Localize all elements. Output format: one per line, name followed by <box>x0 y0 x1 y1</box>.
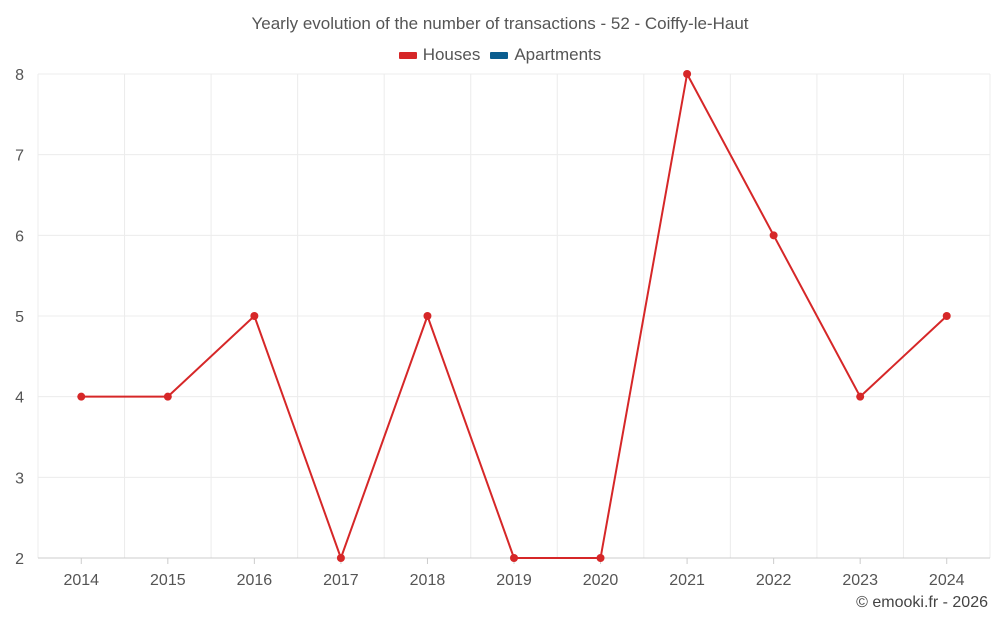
data-point-houses <box>510 554 518 562</box>
legend-item-apartments[interactable]: Apartments <box>490 45 601 65</box>
data-point-houses <box>163 392 172 401</box>
legend-item-houses[interactable]: Houses <box>398 45 481 65</box>
grid-lines <box>37 73 991 558</box>
credit-text: © emooki.fr - 2026 <box>856 594 988 611</box>
x-tick-label: 2017 <box>323 572 359 589</box>
y-tick-labels: 2 3 4 5 6 7 8 <box>15 67 24 568</box>
y-tick-label: 8 <box>15 67 24 84</box>
data-point-houses <box>769 231 778 240</box>
x-tick-label: 2023 <box>842 572 878 589</box>
data-point-houses <box>77 392 86 401</box>
x-tick-label: 2014 <box>63 572 99 589</box>
y-tick-label: 6 <box>15 228 24 245</box>
x-tick-label: 2015 <box>150 572 186 589</box>
x-tick-labels: 2014 2015 2016 2017 2018 2019 2020 2021 2022 2023… <box>63 572 964 589</box>
legend-label-apartments: Apartments <box>514 45 602 64</box>
x-tick-label: 2024 <box>929 572 965 589</box>
x-tick-label: 2016 <box>237 572 273 589</box>
legend-swatch-houses <box>398 51 417 59</box>
series <box>77 70 951 562</box>
y-tick-label: 5 <box>15 309 24 326</box>
y-tick-label: 3 <box>15 470 24 487</box>
data-point-houses <box>596 554 605 562</box>
y-tick-label: 2 <box>15 551 24 568</box>
data-point-houses <box>856 392 865 401</box>
data-point-houses <box>683 70 692 78</box>
y-tick-label: 7 <box>15 148 24 165</box>
chart-title: Yearly evolution of the number of transa… <box>251 14 749 33</box>
x-tick-label: 2020 <box>583 572 619 589</box>
x-tick-label: 2018 <box>410 572 446 589</box>
x-tick-label: 2022 <box>756 572 792 589</box>
legend-label-houses: Houses <box>422 45 481 64</box>
y-tick-label: 4 <box>15 390 24 407</box>
legend-swatch-apartments <box>490 51 509 59</box>
chart-legend: Houses Apartments <box>0 45 1000 65</box>
data-point-houses <box>336 554 345 562</box>
x-tick-label: 2021 <box>669 572 705 589</box>
data-point-houses <box>423 312 432 320</box>
data-point-houses <box>942 312 951 320</box>
x-tick-label: 2019 <box>496 572 532 589</box>
data-point-houses <box>250 312 259 320</box>
